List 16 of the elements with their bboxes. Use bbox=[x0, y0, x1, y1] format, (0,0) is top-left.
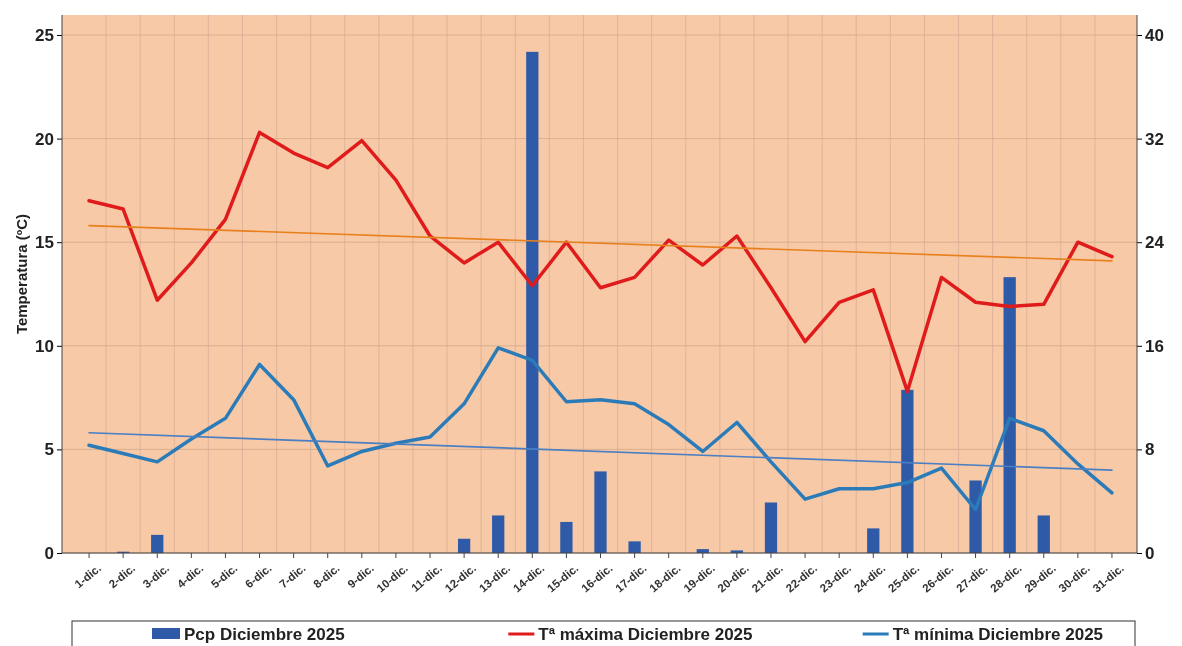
y-tick-label: 20 bbox=[35, 129, 54, 149]
y2-tick-label: 40 bbox=[1145, 25, 1164, 45]
y2-tick-label: 32 bbox=[1145, 129, 1164, 149]
y-tick-label: 15 bbox=[35, 233, 54, 253]
y2-tick-label: 24 bbox=[1145, 233, 1165, 253]
y-tick-label: 5 bbox=[44, 440, 54, 460]
y2-tick-label: 16 bbox=[1145, 336, 1164, 356]
legend-label: Tª máxima Diciembre 2025 bbox=[538, 625, 753, 644]
y-tick-label: 25 bbox=[35, 25, 54, 45]
y-tick-label: 10 bbox=[35, 336, 54, 356]
y-axis-title: Temperatura (ºC) bbox=[13, 213, 30, 335]
y2-tick-label: 0 bbox=[1145, 543, 1155, 563]
legend-label: Tª mínima Diciembre 2025 bbox=[892, 625, 1104, 644]
y-tick-label: 0 bbox=[44, 543, 54, 563]
y2-tick-label: 8 bbox=[1145, 440, 1155, 460]
legend-label: Pcp Diciembre 2025 bbox=[184, 625, 345, 644]
